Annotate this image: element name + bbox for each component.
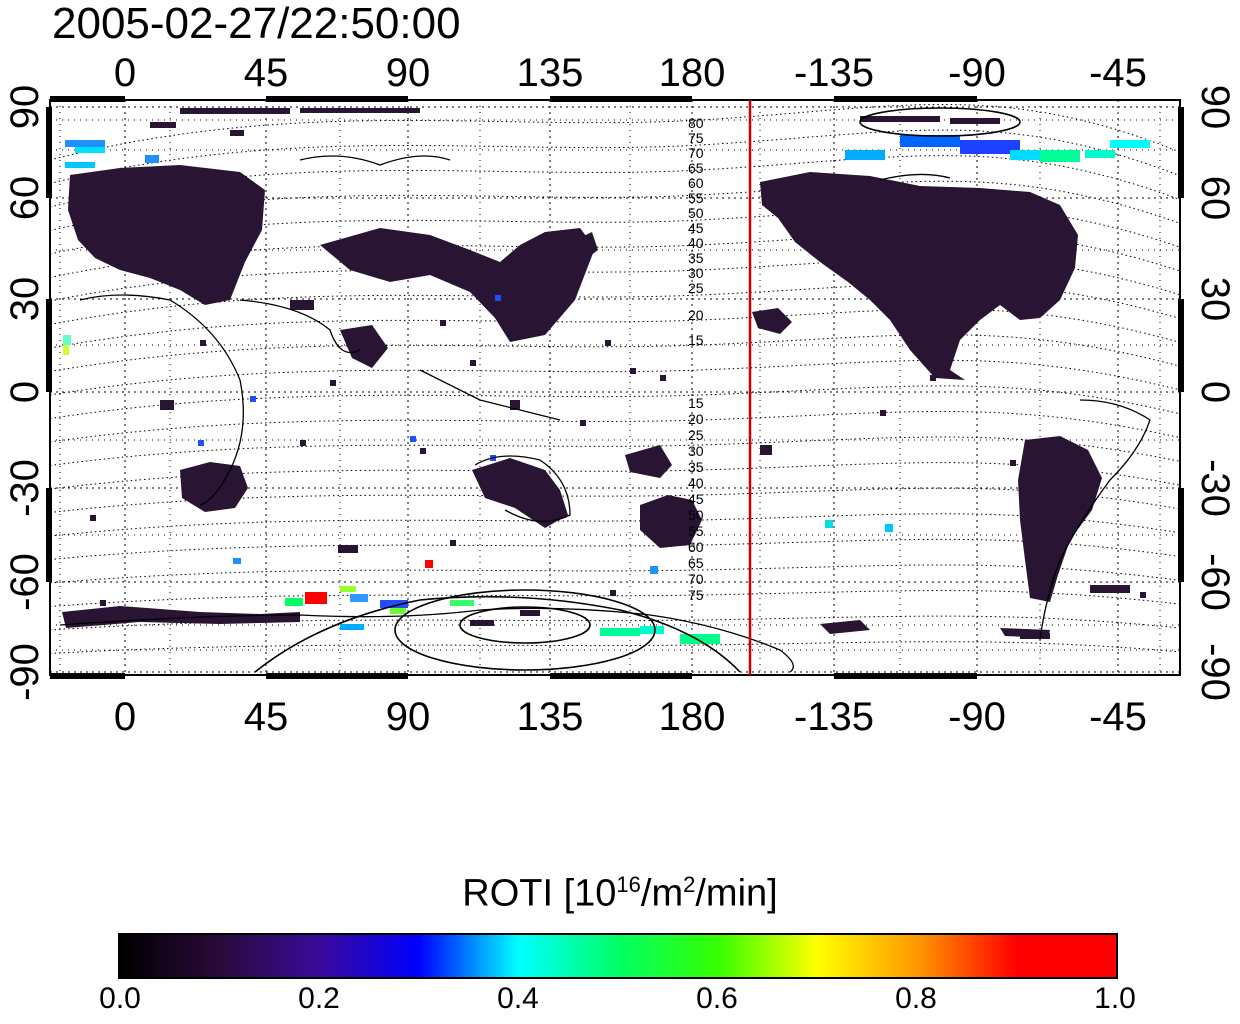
right-tick-label: 0: [1193, 381, 1237, 403]
contour-label: 20: [688, 411, 704, 427]
contour-label: 40: [688, 475, 704, 491]
coastlines: [59, 155, 1151, 673]
contour-label: 55: [688, 190, 704, 206]
left-tick-label: 0: [3, 381, 47, 403]
top-tick-label: -90: [948, 51, 1006, 95]
contour-label: 35: [688, 459, 704, 475]
contour-label: 50: [688, 205, 704, 221]
contour-label: 65: [688, 555, 704, 571]
plot-title: 2005-02-27/22:50:00: [52, 0, 461, 48]
contour-label: 75: [688, 130, 704, 146]
left-tick-label: 90: [3, 85, 47, 130]
bottom-axis-labels: 0 45 90 135 180 -135 -90 -45: [114, 695, 1147, 739]
bottom-tick-label: 0: [114, 695, 136, 739]
contour-label: 40: [688, 235, 704, 251]
right-tick-label: 60: [1193, 176, 1237, 221]
right-axis-labels: 90 60 30 0 -30 -60 -90: [1193, 85, 1237, 701]
left-axis-labels: 90 60 30 0 -30 -60 -90: [3, 85, 47, 701]
colorbar-tick-label: 0.2: [298, 982, 340, 1015]
contour-label: 35: [688, 250, 704, 266]
top-tick-label: -135: [794, 51, 874, 95]
bottom-tick-label: 90: [386, 695, 431, 739]
top-tick-label: -45: [1089, 51, 1147, 95]
contour-label: 75: [688, 587, 704, 603]
contour-label: 65: [688, 160, 704, 176]
polar-contours: [254, 107, 1021, 673]
right-tick-label: -60: [1193, 553, 1237, 611]
contour-label: 80: [688, 115, 704, 131]
contour-label: 30: [688, 265, 704, 281]
right-tick-label: 30: [1193, 277, 1237, 322]
top-tick-label: 180: [659, 51, 726, 95]
top-tick-label: 0: [114, 51, 136, 95]
right-tick-label: -30: [1193, 459, 1237, 517]
left-tick-label: 60: [3, 176, 47, 221]
left-tick-label: 30: [3, 277, 47, 322]
contour-label: 45: [688, 220, 704, 236]
contour-label: 20: [688, 307, 704, 323]
bottom-tick-label: -135: [794, 695, 874, 739]
high-roti-points: [63, 135, 1150, 644]
contour-label: 15: [688, 332, 704, 348]
contour-label: 25: [688, 427, 704, 443]
contour-label: 30: [688, 443, 704, 459]
right-tick-label: 90: [1193, 85, 1237, 130]
colorbar-tick-label: 0.8: [895, 982, 937, 1015]
contour-label: 45: [688, 491, 704, 507]
contour-label: 70: [688, 145, 704, 161]
left-tick-label: -30: [3, 459, 47, 517]
contour-label: 60: [688, 539, 704, 555]
left-tick-label: -90: [3, 643, 47, 701]
colorbar-title: ROTI [1016/m2/min]: [462, 872, 778, 915]
contour-label: 55: [688, 523, 704, 539]
contour-label: 50: [688, 507, 704, 523]
top-tick-label: 45: [244, 51, 289, 95]
bottom-tick-label: 135: [517, 695, 584, 739]
map-grid: [50, 100, 1180, 675]
contour-label: 70: [688, 571, 704, 587]
bottom-tick-label: -45: [1089, 695, 1147, 739]
colorbar-tick-label: 0.6: [696, 982, 738, 1015]
colorbar-tick-label: 1.0: [1094, 982, 1136, 1015]
contour-label: 25: [688, 280, 704, 296]
colorbar: [118, 933, 1118, 979]
contour-label: 60: [688, 175, 704, 191]
bottom-tick-label: 45: [244, 695, 289, 739]
contour-label: 15: [688, 395, 704, 411]
left-tick-label: -60: [3, 553, 47, 611]
colorbar-tick-label: 0.0: [99, 982, 141, 1015]
roti-observations: [62, 108, 1146, 639]
bottom-tick-label: -90: [948, 695, 1006, 739]
top-axis-labels: 0 45 90 135 180 -135 -90 -45: [114, 51, 1147, 95]
colorbar-tick-label: 0.4: [497, 982, 539, 1015]
top-tick-label: 90: [386, 51, 431, 95]
right-tick-label: -90: [1193, 643, 1237, 701]
frame-ticks: [46, 96, 1184, 679]
bottom-tick-label: 180: [659, 695, 726, 739]
top-tick-label: 135: [517, 51, 584, 95]
